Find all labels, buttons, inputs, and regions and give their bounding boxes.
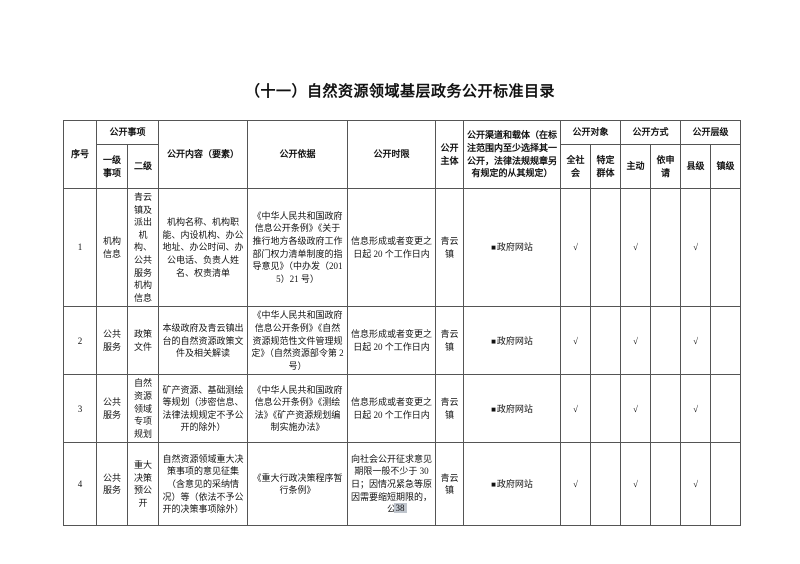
- cell-whole-society-check: √: [560, 374, 592, 444]
- cell-level1: 机构信息: [96, 187, 128, 308]
- col-header-specific-group: 特定群体: [590, 144, 622, 189]
- cell-serial: 2: [63, 306, 97, 376]
- col-header-whole-society: 全社会: [560, 144, 592, 189]
- col-header-active: 主动: [620, 144, 652, 189]
- col-header-on-request: 依申请: [650, 144, 682, 189]
- cell-on-request-check: [650, 306, 682, 376]
- cell-content: 本级政府及青云镇出台的自然资源政策文件及相关解读: [158, 306, 249, 376]
- page-number: 38: [393, 503, 407, 513]
- cell-whole-society-check: √: [560, 442, 592, 527]
- col-header-time-limit: 公开时限: [347, 120, 437, 189]
- cell-channel: ■政府网站: [463, 306, 562, 376]
- col-header-basis: 公开依据: [247, 120, 349, 189]
- cell-subject: 青云镇: [435, 187, 465, 308]
- cell-basis: 《中华人民共和国政府信息公开条例》《测绘法》《矿产资源规划编制实施办法》: [247, 374, 349, 444]
- table-row: 3 公共服务 自然资源领域专项规划 矿产资源、基础测绘等规划（涉密信息、法律法规…: [63, 374, 742, 444]
- cell-content: 机构名称、机构职能、内设机构、办公地址、办公时间、办公电话、负责人姓名、权责清单: [158, 187, 249, 308]
- cell-town-check: [710, 187, 742, 308]
- cell-level1: 公共服务: [96, 374, 128, 444]
- col-header-serial: 序号: [63, 120, 97, 189]
- cell-town-check: [710, 374, 742, 444]
- col-header-level: 公开层级: [680, 120, 742, 145]
- cell-subject: 青云镇: [435, 306, 465, 376]
- cell-time-limit: 信息形成或者变更之日起 20 个工作日内: [347, 187, 437, 308]
- cell-specific-group-check: [590, 374, 622, 444]
- header-row-top: 序号 公开事项 公开内容（要素） 公开依据 公开时限 公开主体 公开渠道和载体（…: [63, 120, 742, 189]
- cell-whole-society-check: √: [560, 187, 592, 308]
- cell-county-check: √: [680, 187, 712, 308]
- cell-active-check: √: [620, 374, 652, 444]
- table-row: 4 公共服务 重大决策预公开 自然资源领域重大决策事项的意见征集（含意见的采纳情…: [63, 442, 742, 527]
- col-header-method: 公开方式: [620, 120, 682, 145]
- cell-channel: ■政府网站: [463, 187, 562, 308]
- cell-level1: 公共服务: [96, 306, 128, 376]
- cell-on-request-check: [650, 374, 682, 444]
- cell-channel: ■政府网站: [463, 442, 562, 527]
- channel-label: 政府网站: [496, 335, 533, 346]
- col-header-audience: 公开对象: [560, 120, 622, 145]
- filled-square-icon: ■: [491, 404, 496, 414]
- cell-level1: 公共服务: [96, 442, 128, 527]
- channel-label: 政府网站: [496, 403, 533, 414]
- cell-whole-society-check: √: [560, 306, 592, 376]
- table-row: 1 机构信息 青云镇及派出机构、公共服务机构信息 机构名称、机构职能、内设机构、…: [63, 187, 742, 308]
- cell-on-request-check: [650, 442, 682, 527]
- col-header-town: 镇级: [710, 144, 742, 189]
- cell-serial: 3: [63, 374, 97, 444]
- cell-town-check: [710, 306, 742, 376]
- cell-county-check: √: [680, 306, 712, 376]
- cell-time-limit: 信息形成或者变更之日起 20 个工作日内: [347, 374, 437, 444]
- cell-basis: 《中华人民共和国政府信息公开条例》《自然资源规范性文件管理规定》（自然资源部令第…: [247, 306, 349, 376]
- filled-square-icon: ■: [491, 336, 496, 346]
- cell-basis: 《重大行政决策程序暂行条例》: [247, 442, 349, 527]
- col-header-channel: 公开渠道和载体（在标注范围内至少选择其一公开，法律法规规章另有规定的从其规定）: [463, 120, 562, 189]
- cell-county-check: √: [680, 374, 712, 444]
- cell-subject: 青云镇: [435, 442, 465, 527]
- cell-specific-group-check: [590, 187, 622, 308]
- table-row: 2 公共服务 政策文件 本级政府及青云镇出台的自然资源政策文件及相关解读 《中华…: [63, 306, 742, 376]
- filled-square-icon: ■: [491, 479, 496, 489]
- cell-content: 矿产资源、基础测绘等规划（涉密信息、法律法规规定不予公开的除外）: [158, 374, 249, 444]
- filled-square-icon: ■: [491, 243, 496, 253]
- page-footer: 38: [0, 498, 800, 516]
- cell-basis: 《中华人民共和国政府信息公开条例》《关于推行地方各级政府工作部门权力清单制度的指…: [247, 187, 349, 308]
- cell-subject: 青云镇: [435, 374, 465, 444]
- cell-specific-group-check: [590, 306, 622, 376]
- cell-serial: 1: [63, 187, 97, 308]
- cell-specific-group-check: [590, 442, 622, 527]
- col-header-subject: 公开主体: [435, 120, 465, 189]
- col-header-county: 县级: [680, 144, 712, 189]
- cell-time-limit: 信息形成或者变更之日起 20 个工作日内: [347, 306, 437, 376]
- cell-county-check: √: [680, 442, 712, 527]
- cell-time-limit: 向社会公开征求意见期限一般不少于 30 日；因情况紧急等原因需要缩短期限的，公: [347, 442, 437, 527]
- channel-label: 政府网站: [496, 242, 533, 253]
- col-header-level2: 二级: [126, 144, 160, 189]
- cell-on-request-check: [650, 187, 682, 308]
- disclosure-standards-table: 序号 公开事项 公开内容（要素） 公开依据 公开时限 公开主体 公开渠道和载体（…: [63, 120, 742, 527]
- col-header-disclosure-item: 公开事项: [95, 120, 160, 145]
- col-header-level1: 一级事项: [96, 144, 128, 189]
- page-title: （十一）自然资源领域基层政务公开标准目录: [244, 84, 555, 100]
- cell-active-check: √: [620, 187, 652, 308]
- cell-level2: 政策文件: [126, 306, 160, 376]
- col-header-content: 公开内容（要素）: [158, 120, 249, 189]
- cell-content: 自然资源领域重大决策事项的意见征集（含意见的采纳情况）等（依法不予公开的决策事项…: [158, 442, 249, 527]
- cell-level2: 青云镇及派出机构、公共服务机构信息: [126, 187, 160, 308]
- cell-level2: 自然资源领域专项规划: [126, 374, 160, 444]
- cell-channel: ■政府网站: [463, 374, 562, 444]
- header-row-bottom: 一级事项 二级 全社会 特定群体 主动 依申请 县级 镇级: [64, 144, 742, 189]
- cell-level2: 重大决策预公开: [126, 442, 160, 527]
- cell-town-check: [710, 442, 742, 527]
- channel-label: 政府网站: [496, 478, 533, 489]
- cell-active-check: √: [620, 306, 652, 376]
